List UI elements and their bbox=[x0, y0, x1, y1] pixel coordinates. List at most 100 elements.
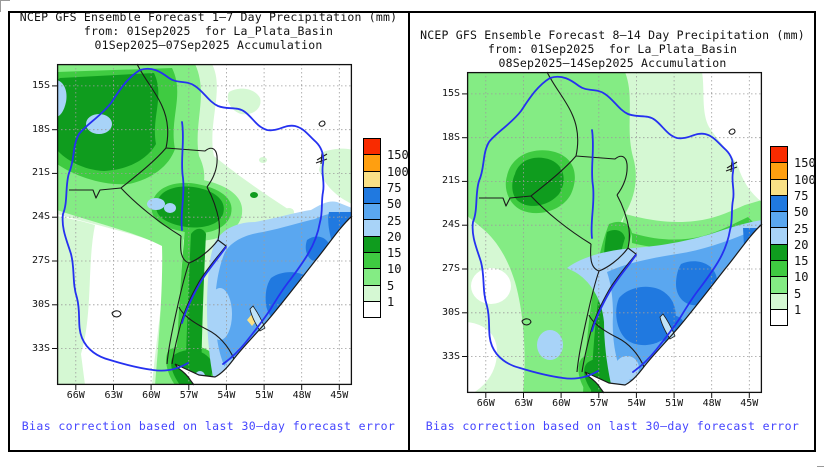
lat-label: 18S bbox=[441, 131, 460, 143]
legend-cell bbox=[770, 162, 788, 180]
legend-cell bbox=[770, 308, 788, 327]
lon-label: 66W bbox=[476, 398, 495, 409]
graticule bbox=[57, 64, 352, 385]
crop-artifact-top-left bbox=[0, 0, 10, 12]
map-forecast-day8-14: 66W 63W 60W 57W 54W 51W 48W 45W 15S 18S 21S 24S 27S 3… bbox=[442, 71, 763, 409]
lat-label: 30S bbox=[441, 306, 460, 318]
legend-label: 15 bbox=[794, 254, 809, 269]
lon-label: 45W bbox=[330, 390, 349, 401]
lon-label: 63W bbox=[514, 398, 533, 409]
panel2-caption: Bias correction based on last 30–day for… bbox=[425, 419, 800, 433]
panel1-title-line3: 01Sep2025–07Sep2025 Accumulation bbox=[94, 38, 323, 52]
panel1-title-line2: from: 01Sep2025 for La_Plata_Basin bbox=[83, 24, 334, 38]
plot-outer-border bbox=[8, 11, 816, 452]
lat-label: 27S bbox=[441, 263, 460, 274]
legend-cell bbox=[363, 154, 381, 172]
panel-divider bbox=[408, 11, 410, 452]
legend-label: 10 bbox=[387, 262, 402, 277]
legend-day1-7: 150 100 75 50 25 20 15 10 5 1 bbox=[363, 138, 423, 321]
panel1-title-line1: NCEP GFS Ensemble Forecast 1–7 Day Preci… bbox=[19, 10, 398, 24]
legend-label: 75 bbox=[794, 188, 809, 203]
legend-label: 150 bbox=[794, 156, 816, 171]
lon-label: 57W bbox=[589, 398, 608, 409]
legend-cell bbox=[363, 300, 381, 319]
lat-label: 30S bbox=[31, 298, 50, 310]
lat-label: 15S bbox=[31, 79, 50, 91]
legend-cell bbox=[363, 284, 381, 302]
panel1-title: NCEP GFS Ensemble Forecast 1–7 Day Preci… bbox=[8, 10, 409, 52]
legend-label: 50 bbox=[387, 197, 402, 212]
legend-label: 20 bbox=[794, 237, 809, 252]
crop-artifact-bottom-right bbox=[817, 454, 824, 467]
panel2-title-line3: 08Sep2025–14Sep2025 Accumulation bbox=[498, 56, 727, 70]
panel1-caption: Bias correction based on last 30–day for… bbox=[21, 419, 396, 433]
lon-label: 57W bbox=[179, 390, 198, 401]
legend-label: 1 bbox=[387, 295, 395, 309]
legend-cell bbox=[770, 292, 788, 310]
lon-label: 51W bbox=[255, 390, 274, 401]
legend-label: 25 bbox=[794, 221, 809, 236]
panel2-title-line2: from: 01Sep2025 for La_Plata_Basin bbox=[487, 42, 738, 56]
lat-label: 24S bbox=[441, 219, 460, 231]
lat-label: 33S bbox=[31, 342, 50, 354]
legend-cell bbox=[363, 203, 381, 221]
legend-day8-14: 150 100 75 50 25 20 15 10 5 1 bbox=[770, 146, 824, 329]
panel2-title: NCEP GFS Ensemble Forecast 8–14 Day Prec… bbox=[409, 28, 816, 70]
map-frame bbox=[56, 63, 353, 386]
legend-cell bbox=[770, 211, 788, 229]
lon-label: 48W bbox=[292, 390, 311, 401]
axis-ticks bbox=[462, 93, 750, 398]
legend-label: 10 bbox=[794, 270, 809, 285]
legend-label: 5 bbox=[794, 286, 802, 301]
coastal-lagoon bbox=[659, 313, 676, 340]
lat-label: 27S bbox=[31, 255, 50, 266]
legend-colorbar bbox=[770, 146, 788, 327]
lon-label: 51W bbox=[665, 398, 684, 409]
legend-label: 25 bbox=[387, 213, 402, 228]
legend-cell bbox=[363, 252, 381, 270]
lon-label: 63W bbox=[104, 390, 123, 401]
legend-cell bbox=[770, 227, 788, 245]
lon-label: 66W bbox=[66, 390, 85, 401]
legend-cell bbox=[363, 235, 381, 254]
lon-label: 48W bbox=[702, 398, 721, 409]
coastal-lagoon bbox=[249, 305, 266, 332]
legend-cell bbox=[770, 178, 788, 196]
basin-boundary-rivers bbox=[471, 75, 735, 380]
map-forecast-day1-7: 66W 63W 60W 57W 54W 51W 48W 45W 15S 18S 21S 24S 27S 3… bbox=[32, 63, 353, 401]
legend-colorbar bbox=[363, 138, 381, 319]
legend-cell bbox=[363, 170, 381, 188]
lat-label: 15S bbox=[441, 87, 460, 99]
lon-label: 54W bbox=[627, 398, 646, 409]
lat-label: 33S bbox=[441, 350, 460, 362]
legend-cell bbox=[770, 146, 788, 164]
map-frame bbox=[466, 71, 763, 394]
legend-cell bbox=[770, 243, 788, 262]
legend-label: 150 bbox=[387, 148, 409, 163]
legend-cell bbox=[363, 219, 381, 237]
legend-label: 100 bbox=[794, 172, 816, 187]
ocean-mask bbox=[175, 216, 352, 385]
legend-label: 100 bbox=[387, 164, 409, 179]
legend-cell bbox=[363, 268, 381, 286]
country-borders bbox=[69, 63, 328, 365]
map-canvas bbox=[462, 71, 763, 398]
ocean-mask bbox=[585, 224, 762, 393]
country-borders bbox=[479, 71, 738, 373]
legend-cell bbox=[770, 260, 788, 278]
legend-label: 20 bbox=[387, 229, 402, 244]
legend-label: 1 bbox=[794, 303, 802, 317]
map-canvas bbox=[52, 63, 353, 390]
legend-label: 50 bbox=[794, 205, 809, 220]
basin-boundary-rivers bbox=[61, 67, 325, 372]
legend-label: 75 bbox=[387, 180, 402, 195]
legend-cell bbox=[770, 276, 788, 294]
legend-label: 15 bbox=[387, 246, 402, 261]
lat-label: 21S bbox=[441, 175, 460, 187]
lon-label: 45W bbox=[740, 398, 759, 409]
lat-label: 21S bbox=[31, 167, 50, 179]
graticule bbox=[467, 72, 762, 393]
legend-cell bbox=[770, 194, 788, 213]
lat-label: 24S bbox=[31, 211, 50, 223]
lat-label: 18S bbox=[31, 123, 50, 135]
